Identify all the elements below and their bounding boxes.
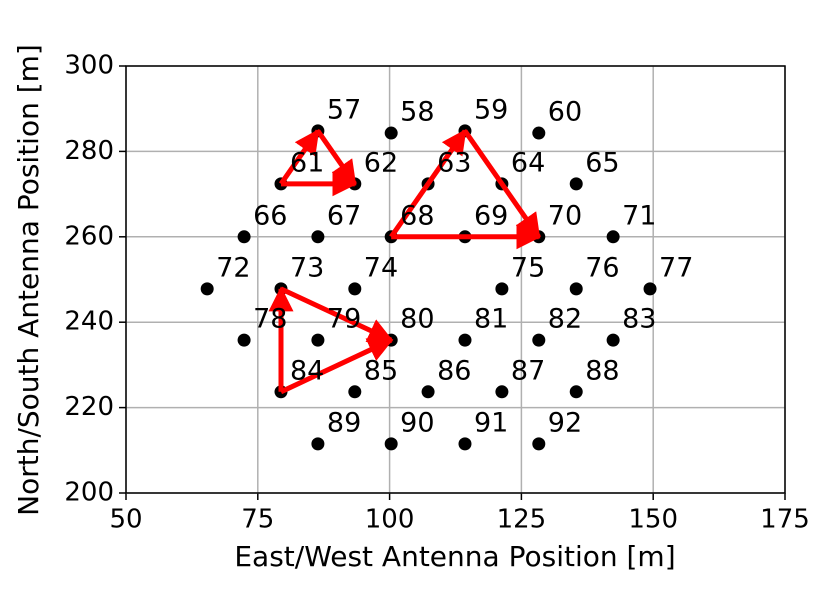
x-tick-label: 125: [497, 505, 547, 535]
point-label: 77: [659, 252, 693, 283]
point-label: 76: [585, 252, 619, 283]
x-tick-label: 150: [628, 505, 678, 535]
point-label: 71: [622, 200, 656, 231]
baseline-arrow: [462, 129, 541, 239]
y-tick-label: 200: [64, 478, 114, 508]
point-label: 82: [548, 304, 582, 335]
point-label: 81: [474, 304, 508, 335]
antenna-point: [348, 282, 362, 296]
antenna-point: [643, 282, 657, 296]
y-tick-label: 220: [64, 392, 114, 422]
antenna-point: [458, 437, 472, 451]
baseline-arrow: [278, 128, 320, 186]
point-label: 74: [364, 252, 398, 283]
antenna-point: [569, 177, 583, 191]
point-label: 65: [585, 147, 619, 178]
antenna-point: [237, 230, 251, 244]
point-label: 63: [437, 147, 471, 178]
point-label: 66: [253, 200, 287, 231]
point-label: 73: [290, 252, 324, 283]
point-label: 62: [364, 147, 398, 178]
antenna-point: [606, 333, 620, 347]
antenna-point: [311, 333, 325, 347]
point-label: 60: [548, 97, 582, 128]
antenna-point: [311, 437, 325, 451]
point-label: 92: [548, 407, 582, 438]
point-label: 58: [400, 97, 434, 128]
point-label: 75: [511, 252, 545, 283]
point-label: 83: [622, 304, 656, 335]
antenna-point: [532, 437, 546, 451]
baseline-arrow: [279, 286, 394, 343]
antenna-point: [569, 282, 583, 296]
point-label: 85: [364, 355, 398, 386]
y-tick-label: 260: [64, 221, 114, 251]
y-tick-label: 280: [64, 136, 114, 166]
baseline-arrow: [389, 128, 468, 239]
x-tick-label: 175: [760, 505, 810, 535]
point-label: 84: [290, 355, 324, 386]
antenna-point: [495, 385, 509, 399]
plot-frame: [125, 65, 786, 494]
point-label: 90: [400, 407, 434, 438]
antenna-point: [237, 333, 251, 347]
x-tick-label: 100: [365, 505, 415, 535]
antenna-point: [606, 230, 620, 244]
x-tick-label: 75: [241, 505, 274, 535]
antenna-point: [348, 385, 362, 399]
point-label: 72: [216, 252, 250, 283]
antenna-point: [384, 437, 398, 451]
point-label: 87: [511, 355, 545, 386]
antenna-point: [532, 333, 546, 347]
point-label: 64: [511, 147, 545, 178]
point-label: 80: [400, 304, 434, 335]
y-tick-label: 300: [64, 51, 114, 81]
antenna-point: [495, 282, 509, 296]
point-label: 68: [400, 200, 434, 231]
antenna-point: [532, 126, 546, 140]
y-axis-label: North/South Antenna Position [m]: [12, 44, 45, 516]
point-label: 61: [290, 147, 324, 178]
antenna-point: [569, 385, 583, 399]
x-tick-label: 50: [109, 505, 142, 535]
antenna-point: [200, 282, 214, 296]
point-label: 57: [327, 94, 361, 125]
baseline-arrow: [279, 337, 394, 395]
point-label: 69: [474, 200, 508, 231]
point-label: 86: [437, 355, 471, 386]
antenna-point: [421, 385, 435, 399]
antenna-point: [311, 230, 325, 244]
point-label: 88: [585, 355, 619, 386]
point-label: 70: [548, 200, 582, 231]
point-label: 79: [327, 304, 361, 335]
antenna-point: [458, 333, 472, 347]
point-label: 59: [474, 94, 508, 125]
y-tick-label: 240: [64, 307, 114, 337]
point-label: 89: [327, 407, 361, 438]
x-axis-label: East/West Antenna Position [m]: [234, 540, 675, 573]
point-label: 78: [253, 304, 287, 335]
point-label: 91: [474, 407, 508, 438]
point-label: 67: [327, 200, 361, 231]
antenna-point: [384, 126, 398, 140]
